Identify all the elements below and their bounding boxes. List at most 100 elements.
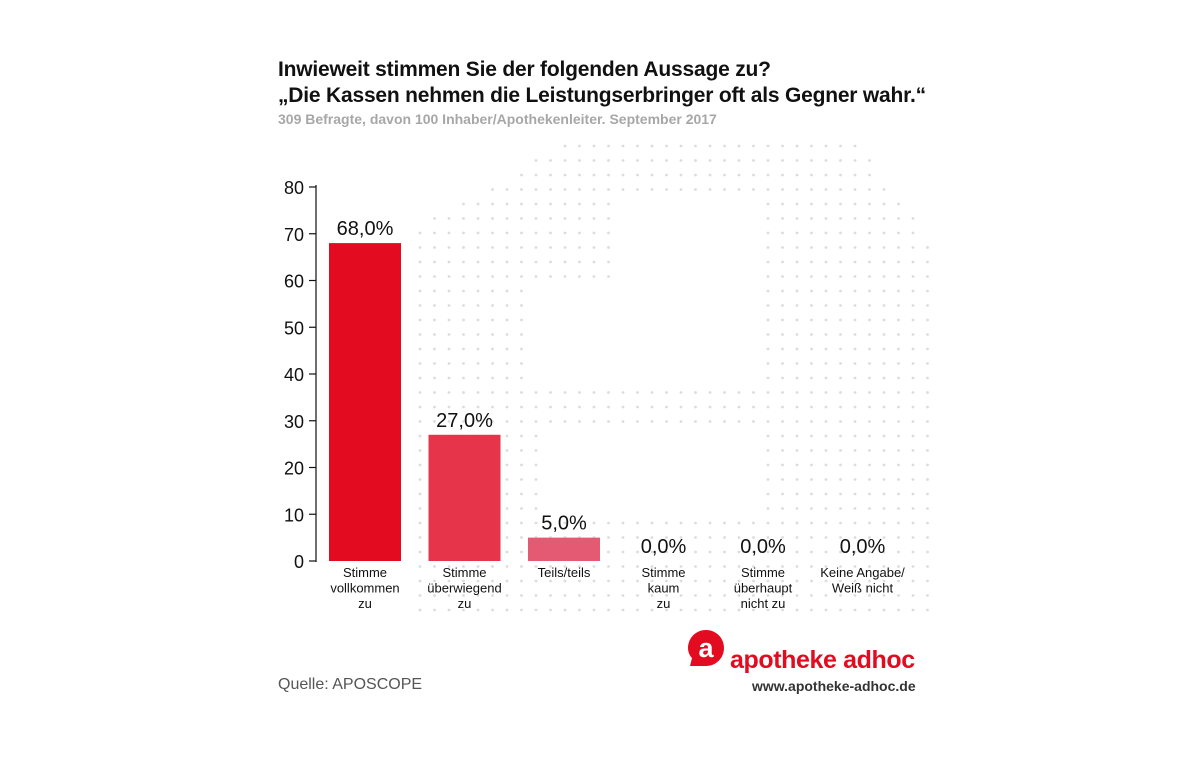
pattern-dot: [795, 217, 799, 220]
pattern-dot: [462, 275, 465, 278]
pattern-dot: [505, 565, 509, 568]
bar: [329, 243, 401, 561]
pattern-dot: [810, 173, 813, 177]
pattern-dot: [418, 347, 422, 351]
pattern-dot: [534, 405, 538, 409]
pattern-dot: [563, 579, 567, 583]
pattern-dot: [621, 173, 625, 177]
pattern-dot: [766, 594, 770, 597]
pattern-dot: [795, 318, 799, 322]
pattern-dot: [505, 420, 509, 423]
category-label-line: Teils/teils: [538, 565, 591, 580]
pattern-dot: [549, 217, 552, 220]
pattern-dot: [766, 318, 770, 322]
pattern-dot: [752, 521, 755, 525]
pattern-dot: [694, 391, 697, 394]
pattern-dot: [868, 202, 871, 206]
pattern-dot: [520, 260, 523, 264]
pattern-dot: [636, 565, 639, 568]
pattern-dot: [737, 550, 741, 554]
pattern-dot: [882, 333, 886, 336]
pattern-dot: [737, 144, 741, 148]
pattern-dot: [795, 507, 799, 510]
pattern-dot: [520, 217, 523, 220]
pattern-dot: [418, 260, 422, 264]
pattern-dot: [447, 608, 451, 612]
pattern-dot: [491, 565, 494, 568]
pattern-dot: [839, 304, 842, 307]
pattern-dot: [491, 231, 494, 235]
pattern-dot: [578, 521, 581, 525]
pattern-dot: [723, 188, 726, 191]
pattern-dot: [433, 231, 436, 235]
pattern-dot: [882, 318, 886, 322]
pattern-dot: [462, 304, 465, 307]
pattern-dot: [926, 434, 929, 438]
pattern-dot: [897, 217, 900, 220]
pattern-dot: [723, 159, 726, 162]
pattern-dot: [708, 565, 712, 568]
brand-url[interactable]: www.apotheke-adhoc.de: [752, 678, 916, 694]
pattern-dot: [752, 594, 755, 597]
pattern-dot: [563, 608, 567, 612]
pattern-dot: [491, 217, 494, 220]
pattern-dot: [810, 463, 813, 467]
pattern-dot: [810, 608, 813, 612]
pattern-dot: [781, 260, 784, 264]
pattern-dot: [433, 362, 436, 365]
pattern-dot: [549, 260, 552, 264]
pattern-dot: [665, 144, 668, 148]
pattern-dot: [549, 521, 552, 525]
pattern-dot: [491, 318, 494, 322]
pattern-dot: [911, 318, 915, 322]
category-label-line: Stimme: [442, 565, 486, 580]
pattern-dot: [810, 434, 813, 438]
pattern-dot: [433, 376, 436, 380]
y-tick-label: 70: [284, 225, 304, 245]
pattern-dot: [418, 275, 422, 278]
pattern-dot: [520, 333, 523, 336]
pattern-dot: [839, 188, 842, 191]
pattern-dot: [447, 217, 451, 220]
pattern-dot: [607, 217, 610, 220]
pattern-dot: [868, 579, 871, 583]
pattern-dot: [418, 246, 422, 249]
pattern-dot: [476, 246, 480, 249]
pattern-dot: [505, 579, 509, 583]
pattern-dot: [824, 217, 828, 220]
pattern-dot: [853, 463, 857, 467]
pattern-dot: [665, 594, 668, 597]
pattern-dot: [810, 594, 813, 597]
pattern-dot: [462, 405, 465, 409]
pattern-dot: [491, 608, 494, 612]
pattern-dot: [418, 521, 422, 525]
pattern-dot: [679, 550, 683, 554]
pattern-dot: [607, 202, 610, 206]
pattern-dot: [607, 608, 610, 612]
pattern-dot: [781, 304, 784, 307]
pattern-dot: [563, 420, 567, 423]
pattern-dot: [882, 188, 886, 191]
pattern-dot: [853, 507, 857, 510]
pattern-dot: [491, 304, 494, 307]
pattern-dot: [897, 550, 900, 554]
pattern-dot: [781, 449, 784, 452]
pattern-dot: [462, 246, 465, 249]
pattern-dot: [911, 449, 915, 452]
pattern-dot: [708, 188, 712, 191]
pattern-dot: [795, 391, 799, 394]
pattern-dot: [839, 202, 842, 206]
pattern-dot: [810, 420, 813, 423]
pattern-dot: [418, 231, 422, 235]
pattern-dot: [592, 173, 596, 177]
pattern-dot: [882, 507, 886, 510]
category-label: Teils/teils: [538, 565, 591, 580]
pattern-dot: [853, 608, 857, 612]
pattern-dot: [839, 318, 842, 322]
pattern-dot: [824, 304, 828, 307]
pattern-dot: [824, 333, 828, 336]
pattern-dot: [491, 289, 494, 293]
pattern-dot: [607, 188, 610, 191]
pattern-dot: [708, 173, 712, 177]
pattern-dot: [810, 507, 813, 510]
